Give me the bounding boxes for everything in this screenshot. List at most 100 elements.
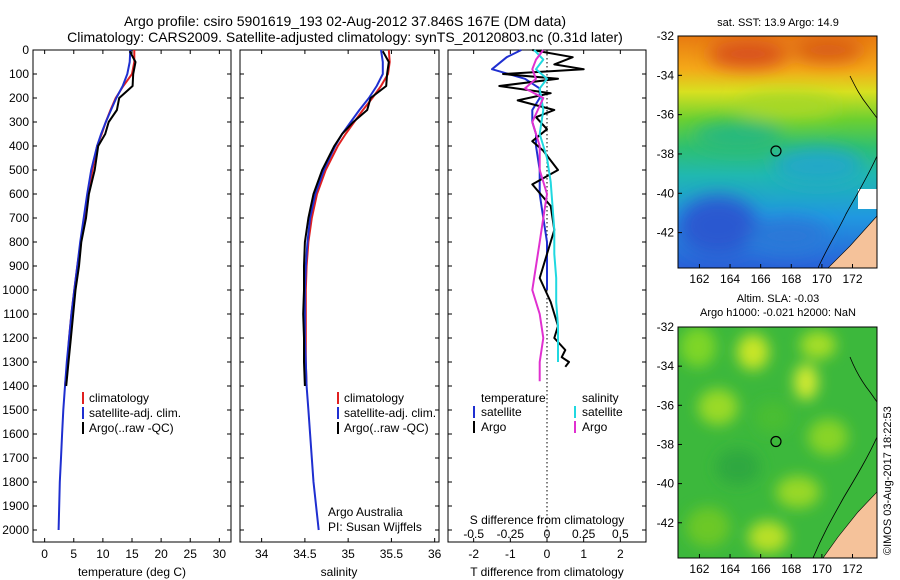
salinity-annotation-line2: PI: Susan Wijffels (328, 520, 422, 534)
x-tick-label: -2 (468, 547, 479, 561)
difference-xlabel-bottom: T difference from climatology (470, 565, 624, 579)
sst-blob (793, 38, 863, 62)
x-tick-label: 2 (617, 547, 624, 561)
sla-blob (776, 476, 820, 508)
imos-credit: ©IMOS 03-Aug-2017 18:22:53 (882, 406, 894, 555)
sla-blob (698, 389, 738, 425)
map-x-tick-label: 168 (781, 272, 801, 286)
sla-blob (748, 521, 788, 553)
map-y-tick-label: -42 (657, 226, 675, 240)
x-tick-label: 36 (428, 547, 442, 561)
map-y-tick-label: -38 (657, 437, 675, 451)
legend-sal-satellite-label: satellite (582, 405, 623, 419)
depth-tick-label: 1300 (2, 355, 29, 369)
map-y-tick-label: -36 (657, 398, 675, 412)
depth-tick-label: 1000 (2, 283, 29, 297)
series-line-1 (64, 50, 136, 387)
legend-temp-argo-label: Argo (481, 420, 507, 434)
map-x-tick-label: 172 (842, 272, 862, 286)
map-x-tick-label: 172 (842, 562, 862, 576)
depth-tick-label: 500 (9, 163, 29, 177)
x-tick-label: 10 (96, 547, 110, 561)
legend-satellite-label: satellite-adj. clim. (344, 406, 436, 420)
salinity-xlabel: salinity (321, 565, 358, 579)
sst-blob (693, 122, 783, 150)
map-x-tick-label: 166 (751, 272, 771, 286)
x-top-tick-label: -0.25 (497, 527, 525, 541)
x-tick-label: 0 (41, 547, 48, 561)
depth-tick-label: 1200 (2, 331, 29, 345)
map-y-tick-label: -40 (657, 186, 675, 200)
map-x-tick-label: 168 (781, 562, 801, 576)
legend-climatology-label: climatology (89, 391, 149, 405)
sla-blob (755, 401, 791, 433)
series-line-3 (302, 50, 390, 387)
x-tick-label: 0 (544, 547, 551, 561)
sst-blob (773, 148, 863, 184)
depth-tick-label: 1100 (3, 307, 29, 321)
sla-blob (686, 507, 730, 547)
map-x-tick-label: 162 (689, 562, 709, 576)
map-x-tick-label: 170 (812, 272, 832, 286)
sla-map-frame (677, 326, 878, 559)
sst-map-field (678, 36, 877, 268)
sst-map-texture (678, 38, 863, 256)
sla-land-patch (822, 491, 877, 558)
x-tick-label: 34 (255, 547, 269, 561)
depth-tick-label: 1700 (2, 451, 29, 465)
legend-argo-label: Argo(..raw -QC) (344, 421, 429, 435)
salinity-legend: climatology satellite-adj. clim. Argo(..… (337, 391, 436, 435)
sst-blob (708, 40, 788, 68)
sla-map-field (678, 327, 877, 558)
series-line-2 (57, 49, 132, 531)
series-line-3 (533, 49, 559, 362)
temperature-xlabel: temperature (deg C) (78, 565, 186, 579)
series-line-3 (65, 50, 137, 387)
sst-blob (678, 196, 758, 256)
depth-tick-label: 300 (9, 115, 29, 129)
figure-title-line2: Climatology: CARS2009. Satellite-adjuste… (67, 29, 623, 45)
x-top-tick-label: -0.5 (463, 527, 484, 541)
map-y-tick-label: -32 (657, 320, 675, 334)
legend-climatology-label: climatology (344, 391, 404, 405)
depth-tick-label: 1800 (2, 475, 29, 489)
salinity-annotation-line1: Argo Australia (328, 505, 403, 519)
map-x-tick-label: 164 (720, 272, 740, 286)
depth-tick-label: 0 (22, 43, 29, 57)
legend-sal-argo-label: Argo (582, 420, 608, 434)
depth-tick-label: 900 (9, 259, 29, 273)
x-tick-label: 34.5 (293, 547, 317, 561)
sla-blob (737, 334, 769, 370)
x-tick-label: 15 (125, 547, 139, 561)
sla-blob (716, 449, 760, 485)
x-tick-label: 35 (341, 547, 355, 561)
sla-blob (794, 364, 818, 400)
legend-salinity-title: salinity (582, 391, 619, 405)
sla-map-panel: Altim. SLA: -0.03 Argo h1000: -0.021 h20… (657, 293, 878, 576)
map-y-tick-label: -34 (657, 68, 675, 82)
depth-tick-label: 1500 (2, 403, 29, 417)
map-y-tick-label: -40 (657, 477, 675, 491)
map-x-tick-label: 162 (689, 272, 709, 286)
argo-float-marker (770, 145, 782, 157)
sst-map-title: sat. SST: 13.9 Argo: 14.9 (717, 17, 839, 29)
sla-blob (800, 331, 836, 359)
salinity-plot-frame (239, 49, 440, 543)
sla-coastline (812, 436, 877, 558)
x-top-tick-label: 0.25 (572, 527, 596, 541)
map-y-tick-label: -34 (657, 359, 675, 373)
sst-blob (738, 94, 838, 118)
map-y-tick-label: -36 (657, 108, 675, 122)
depth-tick-label: 1600 (2, 427, 29, 441)
difference-panel: T difference from climatology S differen… (447, 49, 647, 579)
x-tick-label: 30 (213, 547, 227, 561)
sst-blob (748, 218, 828, 254)
sst-map-panel: sat. SST: 13.9 Argo: 14.9 (657, 17, 878, 286)
depth-tick-label: 1400 (2, 379, 29, 393)
temperature-plot-frame (32, 49, 232, 543)
map-x-tick-label: 170 (812, 562, 832, 576)
temperature-legend: climatology satellite-adj. clim. Argo(..… (82, 391, 181, 435)
x-tick-label: 20 (154, 547, 168, 561)
figure-title-line1: Argo profile: csiro 5901619_193 02-Aug-2… (124, 13, 566, 29)
